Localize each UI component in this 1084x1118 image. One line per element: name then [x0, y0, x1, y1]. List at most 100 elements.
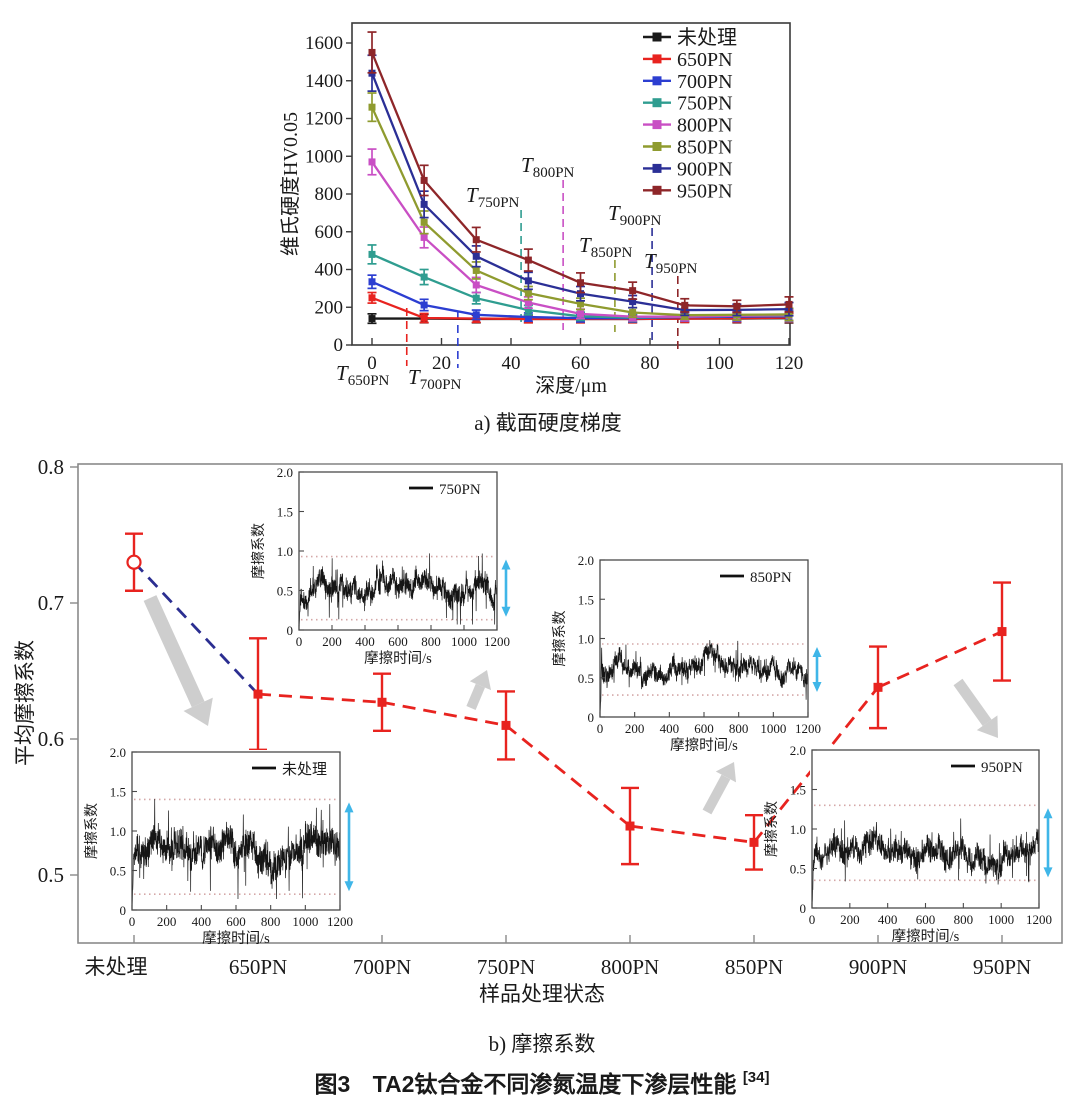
series-marker [420, 301, 428, 309]
range-arrow-head-down [344, 881, 354, 892]
trend-arrow-head [715, 762, 737, 783]
inset-x-tick-label: 0 [597, 721, 604, 736]
inset-x-tick-label: 200 [157, 914, 177, 929]
hardness-y-axis-title: 维氏硬度HV0.05 [279, 112, 302, 256]
x-tick-label: 60 [571, 353, 590, 374]
range-arrow-head-up [501, 559, 511, 570]
x-category-label: 650PN [229, 955, 287, 979]
y-tick-label: 1600 [305, 33, 343, 54]
series-marker [368, 48, 376, 56]
series-marker [733, 302, 741, 310]
inset-x-tick-label: 800 [261, 914, 281, 929]
inset-x-axis-title: 摩擦时间/s [670, 736, 738, 754]
series-marker [873, 682, 883, 692]
inset-y-tick-label: 2.0 [110, 745, 126, 760]
inset-850PN: 0 0.5 1.0 1.5 2.0 0 200 400 600 800 1000 1200 摩擦时间/s… [551, 553, 821, 754]
y-tick-label: 400 [315, 260, 344, 281]
inset-legend-label: 950PN [981, 760, 1023, 776]
trend-arrow-head [976, 715, 998, 738]
inset-x-tick-label: 800 [954, 912, 974, 927]
range-arrow-head-up [1043, 808, 1053, 819]
inset-background [130, 750, 342, 912]
series-marker [524, 306, 532, 314]
series-950PN [367, 31, 794, 314]
series-marker [472, 266, 480, 274]
caption-number: 图3 [314, 1071, 350, 1097]
legend-item-950PN: 950PN [643, 180, 733, 202]
series-marker [472, 294, 480, 302]
friction-signal [811, 818, 1040, 909]
range-arrow-icon [1043, 808, 1053, 878]
series-marker [472, 252, 480, 260]
inset-x-tick-label: 800 [729, 721, 749, 736]
annotation-label-850PN: T850PN [579, 233, 633, 261]
inset-x-tick-label: 600 [388, 634, 408, 649]
inset-x-tick-label: 400 [878, 912, 898, 927]
series-segment [381, 700, 507, 727]
inset-y-tick-label: 0 [588, 710, 595, 725]
y-tick-label: 1200 [305, 109, 343, 130]
series-marker [629, 309, 637, 317]
inset-legend-label: 850PN [750, 570, 792, 586]
inset-x-axis-title: 摩擦时间/s [364, 649, 432, 667]
x-tick-label: 0 [367, 353, 377, 374]
inset-background [598, 558, 810, 719]
legend-item-650PN: 650PN [643, 49, 733, 71]
range-arrow-icon [501, 559, 511, 617]
inset-950PN: 0 0.5 1.0 1.5 2.0 0 200 400 600 800 1000 1200 摩擦时间/s… [763, 743, 1052, 945]
inset-x-axis-title: 摩擦时间/s [202, 929, 270, 947]
trend-arrow-head [469, 670, 492, 691]
inset-y-tick-label: 1.5 [578, 592, 594, 607]
x-category-label: 900PN [849, 955, 907, 979]
inset-x-tick-label: 1000 [292, 914, 318, 929]
series-segment [505, 724, 631, 828]
series-marker [625, 821, 635, 831]
y-tick-label: 0.6 [38, 727, 64, 751]
series-marker-open-circle [126, 554, 142, 570]
inset-x-tick-label: 1200 [795, 721, 821, 736]
series-segment [877, 630, 1003, 689]
x-category-label: 950PN [973, 955, 1031, 979]
series-marker [524, 289, 532, 297]
inset-y-tick-label: 1.5 [110, 785, 126, 800]
x-tick-label: 100 [705, 353, 734, 374]
series-marker [577, 300, 584, 308]
caption-title: TA2钛合金不同渗氮温度下渗层性能 [373, 1071, 737, 1097]
inset-x-tick-label: 200 [625, 721, 645, 736]
series-marker [472, 311, 480, 319]
series-marker [629, 287, 637, 295]
inset-x-tick-label: 0 [129, 914, 136, 929]
trend-arrow-icon [702, 762, 737, 815]
legend-label: 650PN [677, 49, 733, 71]
legend-marker-swatch [652, 142, 662, 151]
annotation-label-950PN: T950PN [644, 249, 698, 277]
series-marker [472, 281, 480, 289]
legend-label: 800PN [677, 115, 733, 137]
inset-y-tick-label: 0.5 [110, 864, 126, 879]
series-marker [368, 103, 376, 111]
inset-y-axis-title: 摩擦系数 [551, 611, 568, 667]
inset-y-tick-label: 1.0 [790, 822, 806, 837]
inset-x-tick-label: 600 [916, 912, 936, 927]
x-category-label: 750PN [477, 955, 535, 979]
trend-arrow-shaft [143, 595, 205, 708]
inset-y-tick-label: 1.5 [790, 783, 806, 798]
trend-arrow-shaft [702, 774, 731, 815]
inset-x-tick-label: 400 [355, 634, 375, 649]
series-marker [997, 627, 1007, 637]
figure-caption: 图3 TA2钛合金不同渗氮温度下渗层性能 [34] [314, 1069, 769, 1097]
friction-y-axis-title: 平均摩擦系数 [13, 640, 37, 766]
inset-legend-label: 未处理 [282, 761, 327, 778]
y-tick-label: 0.5 [38, 863, 64, 887]
legend-item-900PN: 900PN [643, 158, 733, 180]
series-marker [420, 314, 428, 322]
series-marker [368, 158, 376, 166]
inset-x-tick-label: 600 [226, 914, 246, 929]
inset-x-tick-label: 1000 [451, 634, 477, 649]
series-marker [524, 277, 532, 285]
legend-marker-swatch [652, 54, 662, 64]
hardness-plot-frame [351, 22, 791, 346]
inset-750PN: 0 0.5 1.0 1.5 2.0 0 200 400 600 800 1000 1200 摩擦时间/s… [250, 465, 510, 667]
series-marker [420, 200, 428, 208]
